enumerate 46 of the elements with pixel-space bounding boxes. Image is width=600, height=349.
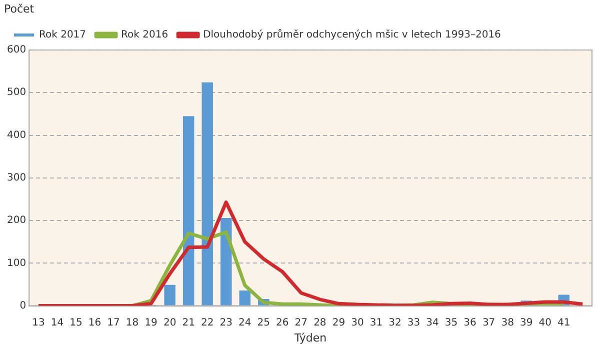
y-tick-label: 100 <box>6 258 26 269</box>
y-tick-label: 300 <box>6 172 26 184</box>
bar <box>202 82 213 306</box>
x-tick-label: 20 <box>163 317 176 328</box>
x-tick-label: 39 <box>520 317 533 328</box>
x-tick-label: 22 <box>200 317 214 328</box>
x-tick-label: 19 <box>144 317 158 328</box>
y-axis-title: Počet <box>4 2 35 16</box>
x-tick-label: 41 <box>557 317 570 328</box>
x-tick-label: 17 <box>107 317 120 328</box>
x-tick-label: 25 <box>257 317 270 328</box>
x-tick-label: 33 <box>407 317 420 328</box>
x-tick-label: 26 <box>276 317 289 328</box>
x-tick-label: 37 <box>482 317 496 328</box>
legend-label: Rok 2017 <box>39 30 86 41</box>
x-tick-label: 38 <box>501 317 514 328</box>
x-tick-label: 27 <box>294 317 308 328</box>
x-tick-label: 29 <box>332 317 346 328</box>
x-tick-label: 21 <box>182 317 195 328</box>
x-tick-label: 14 <box>50 317 64 328</box>
x-axis-title: Týden <box>293 331 327 344</box>
x-tick-label: 40 <box>538 317 552 328</box>
y-tick-label: 200 <box>6 215 26 226</box>
x-tick-label: 36 <box>464 317 476 328</box>
x-tick-label: 23 <box>220 317 232 328</box>
y-tick-label: 400 <box>6 130 26 141</box>
x-tick-label: 34 <box>426 317 439 328</box>
bar <box>182 116 194 306</box>
x-tick-label: 30 <box>351 317 364 328</box>
x-tick-label: 24 <box>238 317 252 328</box>
x-tick-label: 13 <box>32 317 45 328</box>
x-tick-label: 32 <box>388 317 402 328</box>
x-tick-label: 18 <box>126 317 139 328</box>
bar <box>239 290 250 306</box>
bar <box>220 218 232 306</box>
x-tick-label: 15 <box>70 317 82 328</box>
bar <box>164 284 176 306</box>
legend-label: Rok 2016 <box>121 30 168 41</box>
x-tick-label: 16 <box>88 317 102 328</box>
y-tick-label: 500 <box>6 87 26 98</box>
x-tick-label: 28 <box>314 317 326 328</box>
x-tick-label: 31 <box>370 317 383 328</box>
y-tick-label: 600 <box>6 44 26 56</box>
y-tick-label: 0 <box>20 300 26 312</box>
x-tick-label: 35 <box>444 317 458 328</box>
legend-label: Dlouhodobý průměr odchycených mšic v letech 1993–2016 <box>203 28 501 41</box>
